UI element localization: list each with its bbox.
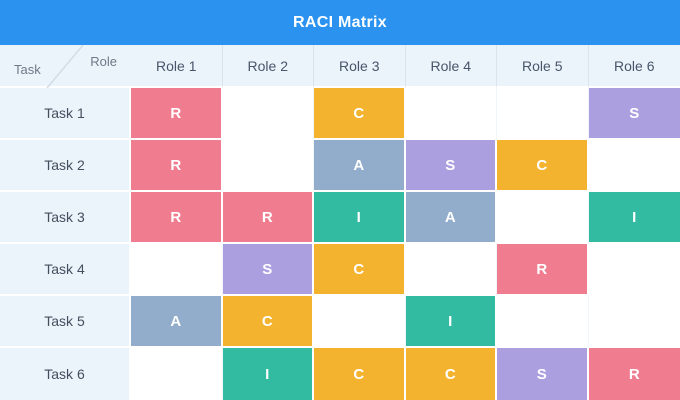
task-row-label: Task 5 <box>0 296 131 348</box>
task-row-label: Task 2 <box>0 140 131 192</box>
matrix-cell-empty <box>497 296 589 348</box>
role-column-header: Role 2 <box>222 45 314 88</box>
matrix-cell-empty <box>222 88 314 140</box>
diagonal-divider-line <box>46 45 84 88</box>
matrix-cell-a: A <box>405 192 497 244</box>
matrix-cell-empty <box>131 348 223 400</box>
matrix-cell-r: R <box>222 192 314 244</box>
role-column-header: Role 3 <box>314 45 406 88</box>
role-column-header: Role 5 <box>497 45 589 88</box>
matrix-cell-empty <box>131 244 223 296</box>
matrix-title: RACI Matrix <box>293 13 387 31</box>
matrix-cell-a: A <box>314 140 406 192</box>
matrix-cell-c: C <box>497 140 589 192</box>
task-row-label: Task 1 <box>0 88 131 140</box>
matrix-cell-c: C <box>314 88 406 140</box>
matrix-cell-empty <box>222 140 314 192</box>
matrix-cell-s: S <box>222 244 314 296</box>
corner-cell: Task Role <box>0 45 131 88</box>
raci-grid: Task Role Role 1 Role 2 Role 3 Role 4 Role 5… <box>0 45 680 400</box>
matrix-cell-i: I <box>405 296 497 348</box>
matrix-cell-empty <box>497 192 589 244</box>
matrix-cell-empty <box>588 296 680 348</box>
task-row-label: Task 3 <box>0 192 131 244</box>
task-row-label: Task 6 <box>0 348 131 400</box>
matrix-cell-i: I <box>588 192 680 244</box>
matrix-cell-empty <box>405 88 497 140</box>
matrix-cell-r: R <box>131 192 223 244</box>
matrix-cell-empty <box>588 244 680 296</box>
matrix-cell-s: S <box>405 140 497 192</box>
matrix-cell-a: A <box>131 296 223 348</box>
matrix-cell-empty <box>314 296 406 348</box>
title-bar: RACI Matrix <box>0 0 680 45</box>
matrix-cell-r: R <box>588 348 680 400</box>
corner-role-label: Role <box>90 54 117 69</box>
matrix-cell-i: I <box>314 192 406 244</box>
matrix-cell-r: R <box>497 244 589 296</box>
matrix-cell-s: S <box>588 88 680 140</box>
role-column-header: Role 4 <box>405 45 497 88</box>
role-column-header: Role 6 <box>588 45 680 88</box>
matrix-cell-i: I <box>222 348 314 400</box>
matrix-cell-empty <box>405 244 497 296</box>
matrix-cell-empty <box>497 88 589 140</box>
task-row-label: Task 4 <box>0 244 131 296</box>
matrix-cell-c: C <box>314 244 406 296</box>
matrix-cell-c: C <box>222 296 314 348</box>
matrix-cell-r: R <box>131 88 223 140</box>
role-column-header: Role 1 <box>131 45 223 88</box>
corner-task-label: Task <box>14 62 41 77</box>
matrix-cell-s: S <box>497 348 589 400</box>
matrix-cell-empty <box>588 140 680 192</box>
matrix-cell-c: C <box>314 348 406 400</box>
matrix-cell-c: C <box>405 348 497 400</box>
matrix-cell-r: R <box>131 140 223 192</box>
